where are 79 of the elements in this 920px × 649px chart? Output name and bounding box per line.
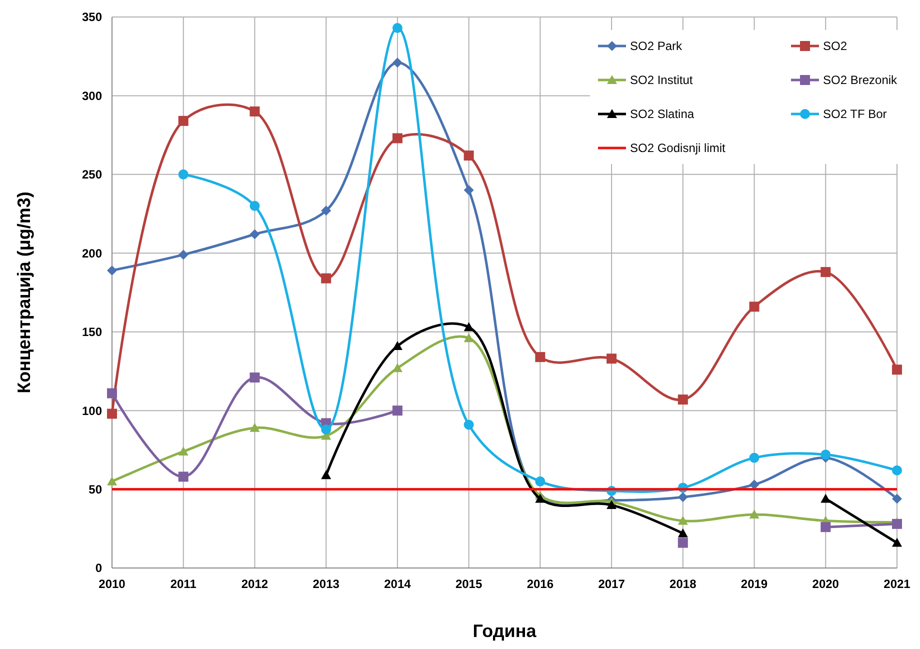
- point: [749, 302, 760, 312]
- point: [820, 450, 831, 460]
- point: [392, 341, 402, 350]
- x-tick-label: 2015: [455, 577, 482, 591]
- point: [535, 476, 546, 486]
- point: [392, 58, 402, 68]
- point: [892, 538, 902, 547]
- x-tick-label: 2013: [312, 577, 340, 591]
- point: [606, 354, 617, 364]
- point: [678, 538, 688, 548]
- point: [464, 322, 474, 332]
- point: [392, 363, 402, 372]
- y-axis-title: Концентрација (μg/m3): [14, 192, 34, 394]
- point: [178, 250, 188, 260]
- point: [178, 472, 188, 482]
- legend-label: SO2 TF Bor: [823, 107, 887, 122]
- point: [250, 372, 260, 383]
- point: [392, 23, 402, 34]
- point: [820, 494, 831, 503]
- x-tick-label: 2020: [812, 577, 840, 591]
- legend-label: SO2: [823, 39, 848, 54]
- y-tick-label: 250: [82, 168, 102, 182]
- y-tick-label: 300: [82, 88, 102, 103]
- y-tick-label: 100: [82, 404, 102, 418]
- point: [250, 106, 260, 116]
- point: [535, 352, 546, 362]
- y-tick-label: 200: [82, 246, 102, 260]
- point: [606, 500, 617, 510]
- point: [464, 333, 474, 342]
- legend-label: SO2 Slatina: [630, 107, 694, 122]
- point: [678, 528, 688, 538]
- x-tick-label: 2021: [884, 577, 911, 591]
- point: [250, 200, 260, 211]
- point: [678, 516, 688, 525]
- point: [178, 446, 188, 456]
- point: [321, 470, 332, 480]
- x-tick-label: 2017: [598, 577, 626, 591]
- legend-label: SO2 Brezonik: [823, 73, 898, 88]
- x-tick-label: 2014: [384, 577, 412, 591]
- point: [250, 422, 260, 432]
- point: [678, 492, 688, 502]
- x-tick-label: 2019: [740, 577, 768, 591]
- y-tick-label: 350: [82, 10, 102, 24]
- legend-label: SO2 Park: [630, 39, 684, 54]
- point: [678, 394, 688, 405]
- point: [892, 465, 902, 476]
- point: [820, 267, 831, 278]
- x-axis-title: Година: [472, 621, 538, 641]
- point: [464, 150, 474, 161]
- point: [321, 424, 332, 434]
- point: [107, 265, 117, 276]
- x-tick-label: 2016: [526, 577, 554, 591]
- point: [178, 116, 188, 126]
- point: [321, 206, 332, 216]
- point: [820, 522, 831, 532]
- point: [392, 133, 402, 144]
- x-tick-label: 2018: [670, 577, 697, 591]
- y-tick-label: 150: [82, 325, 102, 340]
- y-tick-label: 0: [95, 561, 102, 576]
- x-tick-label: 2010: [98, 577, 126, 591]
- point: [749, 509, 760, 518]
- x-tick-label: 2011: [170, 577, 197, 591]
- point: [464, 185, 474, 196]
- point: [178, 169, 188, 180]
- point: [892, 494, 902, 504]
- point: [250, 229, 260, 240]
- legend-label: SO2 Godisnji limit: [630, 141, 726, 156]
- legend-label: SO2 Institut: [630, 73, 694, 88]
- x-tick-label: 2012: [241, 577, 268, 591]
- point: [107, 476, 117, 486]
- point: [892, 518, 902, 529]
- y-tick-label: 50: [88, 482, 102, 496]
- point: [107, 408, 117, 419]
- point: [392, 406, 402, 416]
- point: [321, 273, 332, 284]
- point: [749, 452, 760, 463]
- point: [464, 420, 474, 430]
- point: [107, 388, 117, 398]
- point: [892, 364, 902, 375]
